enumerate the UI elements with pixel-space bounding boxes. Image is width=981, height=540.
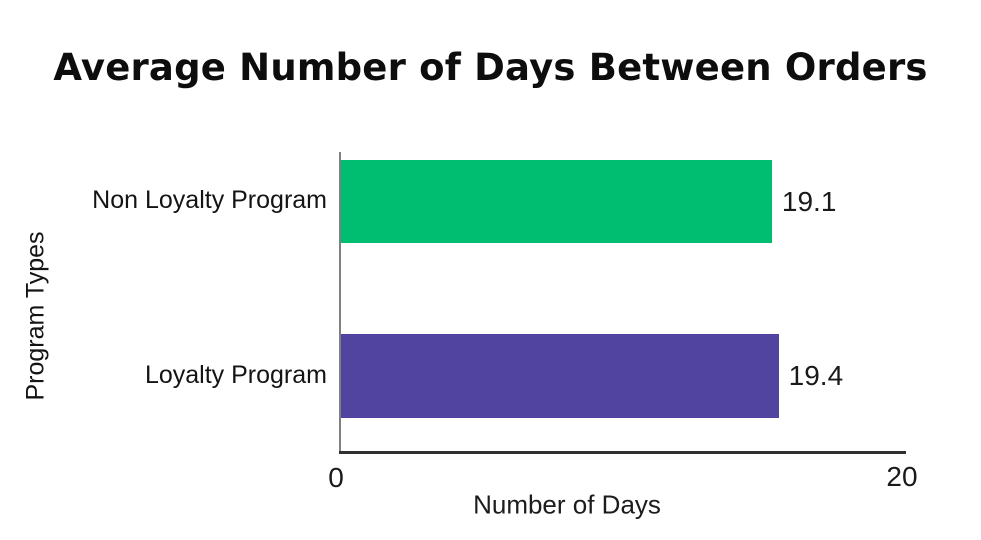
y-axis-line: [339, 152, 341, 453]
bar-loyalty-program: [341, 334, 779, 418]
category-label-non-loyalty-program: Non Loyalty Program: [92, 186, 327, 214]
x-tick-label-20: 20: [886, 461, 918, 492]
plot-area: 19.1 19.4: [341, 152, 905, 452]
value-label-non-loyalty-program: 19.1: [781, 185, 837, 217]
bar-row-non-loyalty-program: 19.1: [341, 160, 905, 243]
x-axis-line: [339, 451, 906, 454]
chart-title: Average Number of Days Between Orders: [53, 46, 928, 89]
bar-row-loyalty-program: 19.4: [341, 334, 905, 418]
x-tick-label-0: 0: [328, 462, 344, 493]
category-label-loyalty-program: Loyalty Program: [144, 361, 327, 389]
x-axis-title: Number of Days: [473, 489, 661, 520]
bar-non-loyalty-program: [341, 160, 772, 243]
value-label-loyalty-program: 19.4: [788, 360, 844, 391]
